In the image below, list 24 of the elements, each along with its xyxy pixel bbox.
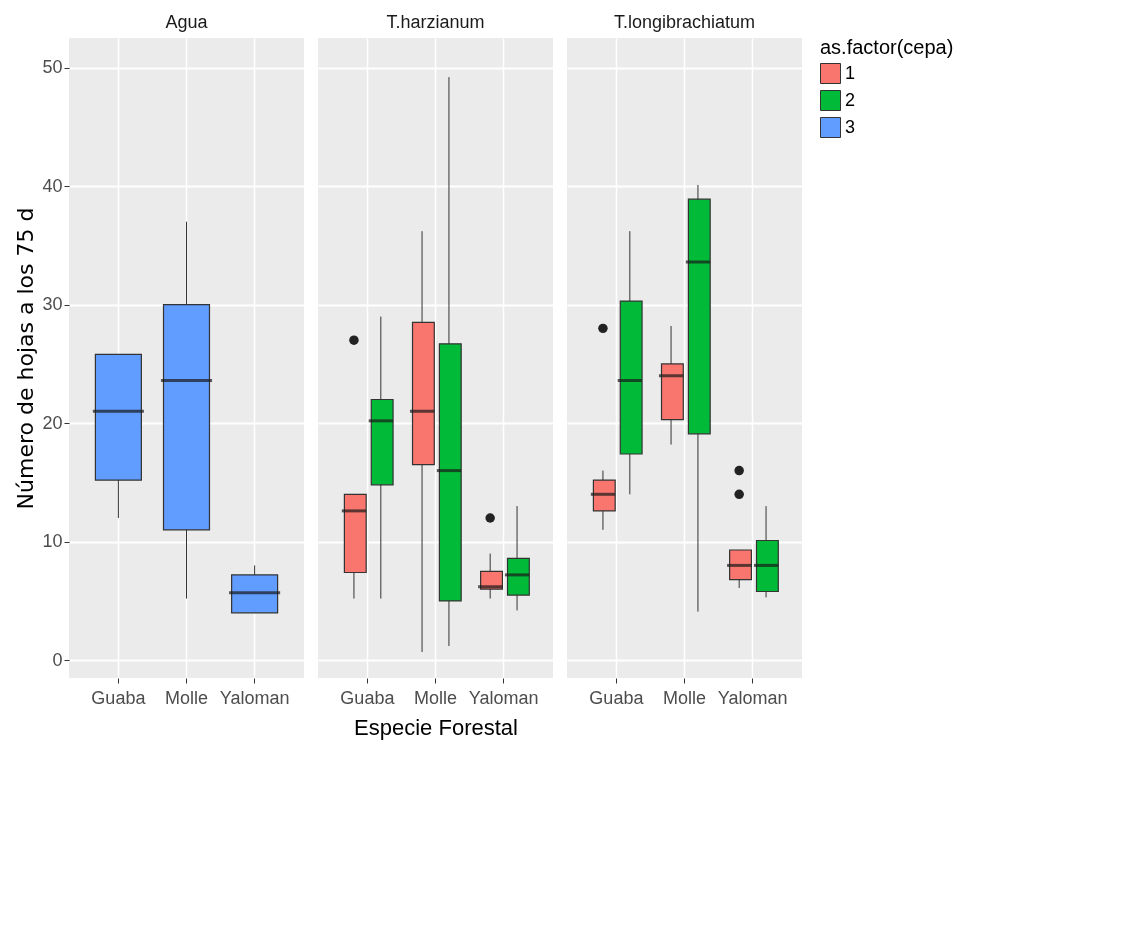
legend-label: 3 [845, 116, 856, 137]
y-tick-label: 30 [42, 294, 63, 315]
x-tick-label: Yaloman [219, 687, 290, 708]
chart-title: T.harzianum [386, 12, 485, 32]
x-tick-label: Yaloman [468, 687, 539, 708]
x-tick-label: Molle [662, 687, 707, 708]
y-tick-label: 0 [52, 649, 63, 670]
x-tick-label: Guaba [589, 687, 645, 708]
y-tick-label: 10 [42, 531, 63, 552]
y-tick-label: 20 [42, 412, 63, 433]
x-tick-label: Yaloman [717, 687, 788, 708]
chart-title: T.longibrachiatum [613, 12, 756, 32]
chart-title: Agua [165, 12, 209, 32]
x-tick-label: Guaba [340, 687, 396, 708]
x-tick-label: Molle [413, 687, 458, 708]
y-tick-label: 40 [42, 175, 63, 196]
legend-label: 1 [845, 62, 856, 83]
y-axis-title: Número de hojas a los 75 d [13, 207, 39, 510]
legend-title: as.factor(cepa) [820, 36, 954, 58]
x-tick-label: Guaba [91, 687, 147, 708]
x-tick-label: Molle [164, 687, 209, 708]
x-axis-title: Especie Forestal [354, 714, 518, 740]
legend-label: 2 [845, 89, 856, 110]
y-tick-label: 50 [42, 57, 63, 78]
